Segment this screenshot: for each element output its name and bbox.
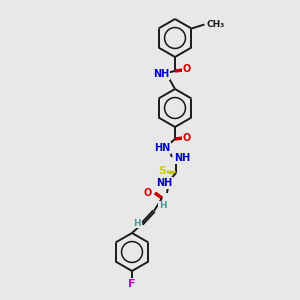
Text: NH: NH xyxy=(153,69,169,79)
Text: H: H xyxy=(159,202,167,211)
Text: CH₃: CH₃ xyxy=(206,20,225,29)
Text: HN: HN xyxy=(154,143,170,153)
Text: S: S xyxy=(158,166,166,176)
Text: NH: NH xyxy=(156,178,172,188)
Text: O: O xyxy=(183,64,191,74)
Text: H: H xyxy=(133,218,141,227)
Text: NH: NH xyxy=(174,153,190,163)
Text: O: O xyxy=(183,133,191,143)
Text: F: F xyxy=(128,279,136,289)
Text: O: O xyxy=(144,188,152,198)
